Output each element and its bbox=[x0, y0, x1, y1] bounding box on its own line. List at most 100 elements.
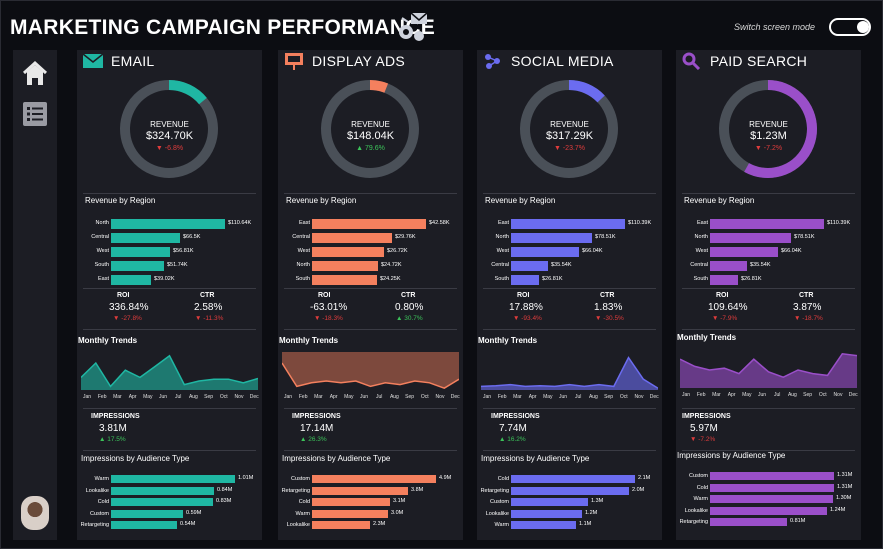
divider bbox=[83, 450, 256, 451]
region-bar[interactable] bbox=[312, 261, 378, 271]
region-bar[interactable] bbox=[710, 247, 778, 257]
user-avatar[interactable] bbox=[21, 496, 49, 530]
roi-change: ▼ -27.8% bbox=[113, 315, 142, 322]
region-bar-row: East $39.02K bbox=[77, 275, 262, 285]
region-bar[interactable] bbox=[111, 233, 180, 243]
audience-bar[interactable] bbox=[511, 486, 629, 495]
region-bar[interactable] bbox=[312, 233, 392, 243]
audience-label: Lookalike bbox=[85, 487, 109, 494]
audience-bar[interactable] bbox=[312, 486, 408, 495]
region-bar[interactable] bbox=[111, 247, 170, 257]
region-bar[interactable] bbox=[111, 261, 164, 271]
region-bar-row: West $66.04K bbox=[477, 247, 662, 257]
audience-bar[interactable] bbox=[111, 498, 213, 506]
screen-mode-label: Switch screen mode bbox=[734, 22, 816, 32]
audience-label: Cold bbox=[298, 499, 310, 505]
panel-title: EMAIL bbox=[111, 53, 155, 69]
divider bbox=[284, 288, 457, 289]
audience-bar[interactable] bbox=[511, 509, 582, 518]
roi-label: ROI bbox=[517, 292, 530, 299]
region-bar[interactable] bbox=[312, 275, 377, 285]
home-icon[interactable] bbox=[21, 60, 49, 88]
month-tick-label: Oct bbox=[420, 394, 429, 400]
region-value: $35.54K bbox=[551, 262, 572, 268]
month-tick-label: Jun bbox=[359, 394, 369, 400]
region-bar[interactable] bbox=[511, 233, 592, 243]
region-value: $24.72K bbox=[381, 262, 402, 268]
region-bar[interactable] bbox=[511, 275, 539, 285]
audience-bar[interactable] bbox=[111, 521, 177, 529]
audience-bar[interactable] bbox=[710, 483, 834, 492]
region-value: $39.02K bbox=[154, 276, 175, 282]
revenue-label: REVENUE bbox=[749, 120, 788, 129]
region-value: $66.04K bbox=[582, 248, 603, 254]
month-tick-label: Dec bbox=[848, 392, 858, 398]
audience-bar[interactable] bbox=[511, 475, 635, 483]
audience-bar-row: Warm 3.0M bbox=[278, 509, 463, 520]
monthly-trends-title: Monthly Trends bbox=[478, 336, 538, 345]
region-bar[interactable] bbox=[710, 275, 738, 285]
monthly-trends-title: Monthly Trends bbox=[279, 336, 339, 345]
region-bar[interactable] bbox=[511, 261, 548, 271]
region-label: East bbox=[298, 220, 310, 226]
region-bar[interactable] bbox=[511, 247, 579, 257]
audience-bar[interactable] bbox=[710, 472, 834, 480]
region-bar[interactable] bbox=[312, 219, 426, 229]
region-bar-row: South $24.25K bbox=[278, 275, 463, 285]
screen-mode-toggle[interactable] bbox=[829, 18, 871, 36]
monthly-trend-chart bbox=[282, 352, 459, 390]
region-bar-row: Central $35.54K bbox=[676, 261, 861, 271]
revenue-value: $324.70K bbox=[145, 130, 194, 142]
region-bar-row: North $110.64K bbox=[77, 219, 262, 229]
revenue-donut bbox=[520, 80, 618, 178]
audience-value: 3.0M bbox=[391, 509, 404, 516]
audience-bar[interactable] bbox=[511, 498, 588, 506]
audience-bar-row: Custom 1.31M bbox=[676, 472, 861, 482]
audience-bar-row: Custom 4.9M bbox=[278, 475, 463, 485]
audience-bar-row: Custom 0.59M bbox=[77, 509, 262, 520]
region-bar[interactable] bbox=[710, 233, 791, 243]
ctr-change: ▼ -11.3% bbox=[195, 315, 224, 322]
channel-panel-paid-search: PAID SEARCH REVENUE $1.23M ▼ -7.2% Revenue b… bbox=[676, 50, 861, 540]
region-bar[interactable] bbox=[710, 261, 747, 271]
trend-line bbox=[481, 356, 658, 389]
audience-bar[interactable] bbox=[710, 506, 827, 515]
audience-bar[interactable] bbox=[312, 498, 390, 506]
revenue-by-region-title: Revenue by Region bbox=[85, 196, 156, 205]
audience-bar[interactable] bbox=[312, 475, 436, 483]
audience-bar-row: Retargeting 0.81M bbox=[676, 518, 861, 528]
region-label: West bbox=[496, 248, 509, 254]
month-tick-label: Sep bbox=[405, 394, 415, 400]
list-icon[interactable] bbox=[21, 100, 49, 128]
region-bar[interactable] bbox=[511, 219, 625, 229]
month-tick-label: Jan bbox=[482, 394, 492, 400]
region-bar[interactable] bbox=[710, 219, 824, 229]
audience-value: 1.31M bbox=[837, 483, 853, 490]
divider bbox=[682, 288, 855, 289]
month-tick-label: Aug bbox=[188, 394, 198, 400]
revenue-label: REVENUE bbox=[351, 120, 390, 129]
audience-bar[interactable] bbox=[710, 518, 787, 526]
roi-change: ▼ -18.3% bbox=[314, 315, 343, 322]
month-tick-label: Sep bbox=[204, 394, 214, 400]
region-bar-row: Central $29.76K bbox=[278, 233, 463, 243]
region-bar[interactable] bbox=[312, 247, 384, 257]
divider bbox=[284, 408, 457, 409]
panel-title: SOCIAL MEDIA bbox=[511, 53, 614, 69]
region-bar[interactable] bbox=[111, 275, 151, 285]
audience-label: Retargeting bbox=[480, 487, 509, 494]
divider bbox=[83, 288, 256, 289]
region-bar[interactable] bbox=[111, 219, 225, 229]
audience-bar[interactable] bbox=[511, 521, 576, 529]
audience-bar[interactable] bbox=[312, 509, 388, 518]
audience-bar[interactable] bbox=[111, 475, 235, 483]
region-label: East bbox=[97, 276, 109, 282]
month-tick-label: Aug bbox=[389, 394, 399, 400]
month-tick-label: Oct bbox=[619, 394, 628, 400]
monthly-trend-chart bbox=[680, 353, 857, 388]
audience-bar[interactable] bbox=[312, 521, 370, 529]
audience-bar[interactable] bbox=[111, 486, 214, 495]
audience-bar[interactable] bbox=[111, 509, 183, 518]
audience-bar[interactable] bbox=[710, 495, 833, 503]
region-value: $24.25K bbox=[380, 276, 401, 282]
